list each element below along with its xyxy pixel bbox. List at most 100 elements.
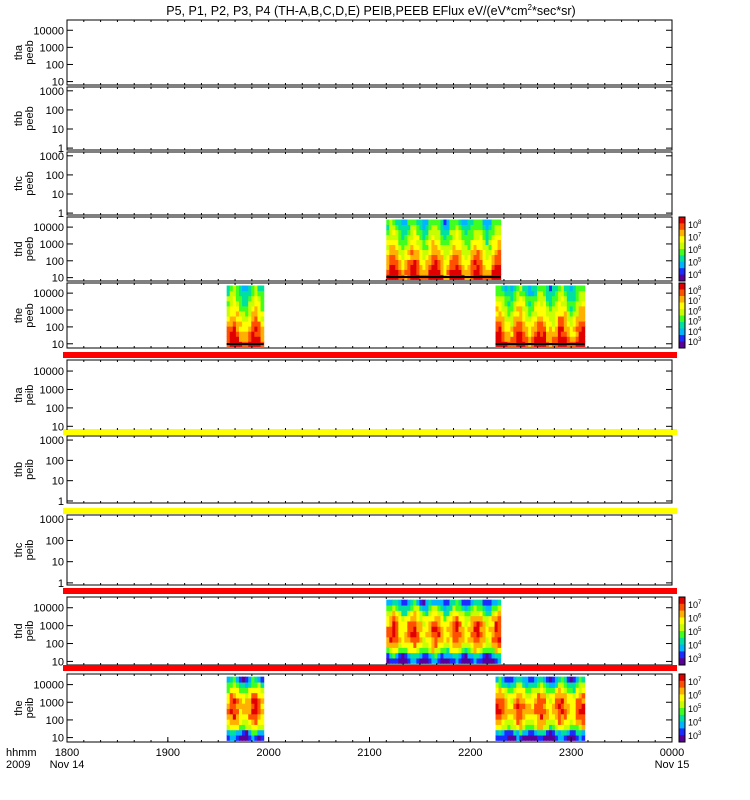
spectrogram-cell (531, 719, 535, 725)
spectrogram-cell (575, 687, 580, 694)
spectrogram-cell (410, 657, 414, 664)
spectrogram-cell (434, 642, 439, 648)
spectrogram-cell (546, 687, 550, 694)
spectrogram-cell (551, 320, 556, 327)
spectrogram-cell (229, 290, 234, 297)
spectrogram-cell (554, 305, 559, 312)
spectrogram-cell (557, 734, 562, 741)
spectrogram-cell (245, 724, 249, 731)
spectrogram-cell (504, 719, 509, 725)
spectrogram-cell (488, 269, 493, 275)
flag-strip (63, 665, 677, 671)
spectrogram-cell (440, 239, 445, 246)
spectrogram-cell (410, 652, 414, 659)
spectrogram-cell (479, 615, 484, 622)
spectrogram-cell (519, 697, 523, 704)
colorbar-swatch (679, 687, 685, 690)
spectrogram-cell (476, 264, 481, 270)
spectrogram-cell (440, 259, 445, 265)
spectrogram-cell (245, 315, 249, 322)
spectrogram-cell (497, 652, 502, 659)
spectrogram-cell (525, 290, 529, 297)
spectrogram-cell (434, 249, 439, 256)
spectrogram-cell (560, 734, 565, 741)
spectrogram-cell (525, 708, 529, 715)
spectrogram-cell (401, 244, 405, 251)
spectrogram-cell (504, 290, 509, 297)
spectrogram-cell (467, 610, 472, 617)
spectrogram-cell (464, 244, 469, 251)
y-tick-label: 1000 (40, 621, 64, 633)
spectrogram-cell (232, 692, 237, 699)
spectrogram-cell (507, 305, 511, 312)
spectrogram-cell (476, 229, 481, 236)
spectrogram-cell (513, 729, 517, 736)
colorbar-swatch (679, 302, 685, 305)
spectrogram-cell (467, 636, 472, 643)
spectrogram-cell (534, 724, 538, 731)
spectrogram-cell (260, 300, 265, 307)
spectrogram-cell (575, 326, 580, 332)
spectrogram-cell (470, 631, 475, 638)
spectrogram-cell (495, 713, 500, 720)
spectrogram-cell (578, 320, 583, 327)
spectrogram-cell (563, 729, 568, 736)
spectrogram-cell (554, 676, 559, 683)
spectrogram-cell (566, 719, 571, 725)
spectrogram-cell (501, 315, 506, 322)
spectrogram-cell (485, 636, 490, 643)
spectrogram-cell (419, 636, 423, 643)
spectrogram-cell (464, 219, 469, 226)
spectrogram-cell (495, 300, 500, 307)
spectrogram-cell (572, 331, 577, 337)
spectrogram-cell (543, 315, 547, 322)
spectrogram-cell (491, 239, 496, 246)
colorbar-swatch (679, 648, 685, 651)
spectrogram-cell (422, 636, 427, 643)
spectrogram-cell (401, 647, 405, 654)
spectrogram-cell (248, 300, 252, 307)
spectrogram-cell (398, 219, 402, 226)
spectrogram-cell (257, 734, 262, 741)
spectrogram-cell (501, 708, 506, 715)
spectrogram-cell (543, 687, 547, 694)
spectrogram-cell (398, 631, 402, 638)
spectrogram-cell (485, 599, 490, 606)
colorbar-swatch (679, 318, 685, 321)
spectrogram-cell (386, 610, 390, 617)
spectrogram-cell (389, 604, 393, 611)
colorbar-swatch (679, 627, 685, 630)
spectrogram-cell (510, 315, 514, 322)
spectrogram-cell (554, 331, 559, 337)
panel-frame (66, 19, 673, 86)
spectrogram-cell (473, 626, 478, 633)
spectrogram-cell (488, 620, 493, 627)
spectrogram-cell (522, 300, 526, 307)
colorbar-swatch (679, 253, 685, 256)
spectrogram-cell (543, 290, 547, 297)
spectrogram-cell (407, 249, 411, 256)
spectrogram-cell (566, 300, 571, 307)
spectrogram-cell (410, 254, 414, 260)
spectrogram-cell (522, 687, 526, 694)
spectrogram-cell (398, 269, 402, 275)
spectrogram-cell (398, 620, 402, 627)
spectrogram-cell (401, 626, 405, 633)
spectrogram-cell (404, 229, 408, 236)
spectrogram-cell (482, 259, 487, 265)
spectrogram-cell (440, 657, 445, 664)
spectrogram-cell (491, 657, 496, 664)
colorbar-tick-exponent: 5 (698, 258, 702, 264)
spectrogram-cell (416, 264, 420, 270)
spectrogram-cell (473, 620, 478, 627)
spectrogram-cell (482, 610, 487, 617)
spectrogram-cell (248, 326, 252, 332)
spectrogram-cell (431, 224, 436, 231)
spectrogram-cell (229, 713, 234, 720)
colorbar-tick-exponent: 8 (698, 286, 702, 292)
spectrogram-cell (494, 599, 499, 606)
spectrogram-cell (395, 259, 399, 265)
spectrogram-cell (548, 320, 553, 327)
spectrogram-cell (575, 290, 580, 297)
spectrogram-cell (572, 734, 577, 741)
